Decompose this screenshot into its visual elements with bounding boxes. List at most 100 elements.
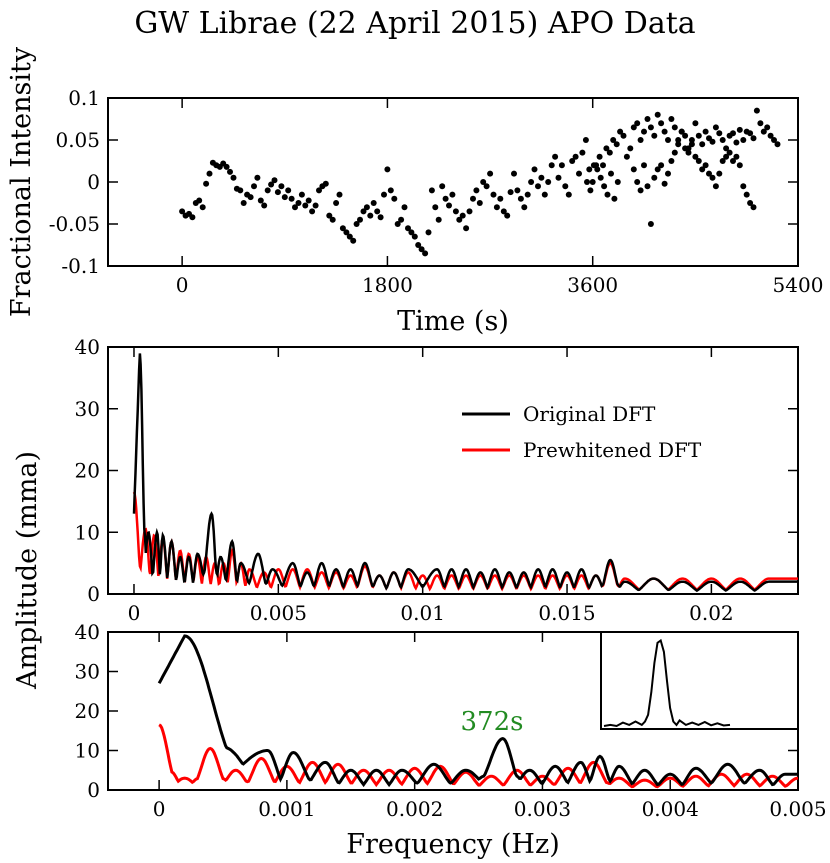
lightcurve-xtick-label: 5400 [773,273,824,297]
data-point [411,233,418,240]
data-point [374,208,381,215]
dft-full-axes: 0 0.005 0.01 0.015 0.02 0 10 20 30 40 [75,335,798,625]
data-point [343,229,350,236]
data-point [439,183,446,190]
zoom-series-prewhitened-dft [158,723,799,789]
data-point [682,132,689,139]
dft-zoom-ytick-label: 20 [75,699,100,723]
data-point [339,225,346,232]
data-point [428,187,435,194]
data-point [511,170,517,177]
data-point [538,174,545,181]
dft-zoom-xtick-label: 0.003 [514,797,571,821]
data-point [675,141,682,148]
lightcurve-xtick-label: 0 [176,273,189,297]
data-point [617,128,624,135]
data-point [634,120,641,127]
data-point [685,145,692,152]
dft-full-ytick-label: 10 [75,520,100,544]
data-point [261,202,268,209]
data-point [381,191,387,198]
dft-zoom-xtick-label: 0.002 [386,797,443,821]
data-point [562,183,569,190]
data-point [719,158,726,164]
data-point [418,246,425,253]
zoom-series-original-dft [157,634,798,788]
data-point [548,162,555,169]
data-point [654,111,661,118]
data-point [709,174,716,181]
data-point [227,168,233,175]
data-point [688,141,695,148]
lightcurve-xlabel: Time (s) [397,306,509,337]
data-point [712,183,719,190]
dft-full-xtick-label: 0 [128,601,141,625]
data-point [730,158,736,164]
data-point [432,204,439,211]
data-point [476,200,483,206]
data-point [254,174,261,181]
data-point [357,216,363,223]
dft-zoom-xtick-label: 0.004 [642,797,699,821]
dft-zoom-xlabel: Frequency (Hz) [346,829,559,860]
data-point [470,195,476,202]
data-point [384,166,391,173]
data-point [736,126,743,133]
data-point [600,162,606,169]
data-point [528,179,535,185]
legend-label-prewhitened: Prewhitened DFT [523,438,702,462]
data-point [647,221,654,227]
lightcurve-axes: 0 1800 3600 5400 0.1 0.05 0 -0.05 -0.1 [49,86,824,297]
data-point [302,202,309,209]
data-point [740,137,747,143]
data-point [322,180,329,187]
data-point [401,204,408,211]
data-point [446,202,452,209]
data-point [604,191,611,198]
data-point [584,179,590,185]
data-point [408,229,415,236]
dft-zoom-axes: 0 0.001 0.002 0.003 0.004 0.005 0 10 20 30 40 [75,620,827,821]
data-point [552,153,559,160]
dft-zoom-ytick-label: 10 [75,739,100,763]
data-point [733,153,740,160]
data-point [594,166,601,173]
inset-line [603,638,731,728]
data-point [750,204,757,211]
data-point [665,137,671,143]
data-point [442,195,449,202]
data-point [614,179,621,185]
data-point [613,141,620,148]
data-point [736,162,743,169]
dft-zoom-lines [157,634,799,789]
legend-label-original: Original DFT [523,402,656,426]
data-point [500,208,507,215]
data-point [541,191,548,198]
data-point [579,149,586,156]
data-point [278,183,285,190]
data-point [459,212,466,219]
data-point [524,191,531,198]
data-point [565,191,572,198]
data-point [587,187,594,194]
data-point [309,208,316,215]
data-point [630,124,637,131]
data-point [264,187,271,194]
data-point [415,242,422,248]
data-point [398,216,405,223]
data-point [733,139,740,146]
data-point [661,180,668,187]
data-point [353,221,360,227]
data-point [576,170,582,177]
dft-zoom-panel: 0 0.001 0.002 0.003 0.004 0.005 0 10 20 30 40 372s… [75,620,827,860]
data-point [288,195,295,202]
data-point [514,187,521,194]
lightcurve-ytick-label: -0.1 [61,254,100,278]
dft-zoom-xtick-label: 0.001 [258,797,315,821]
data-point [716,130,723,137]
data-point [268,181,275,188]
data-point [435,216,442,223]
data-point [493,204,500,211]
inset-window-curve [603,638,731,728]
